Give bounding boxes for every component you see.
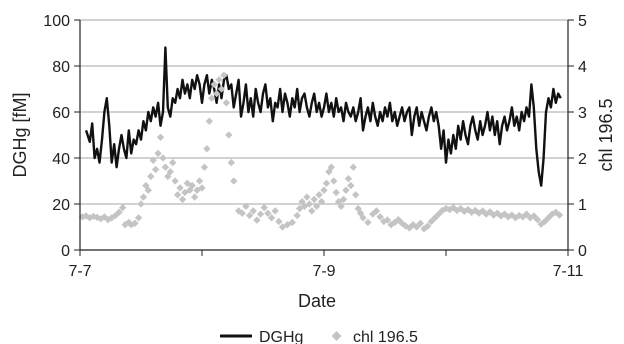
y-left-tick-label: 60 (52, 105, 70, 122)
chl-point (191, 193, 199, 201)
y-right-tick-label: 3 (578, 105, 587, 122)
chl-point (330, 177, 338, 185)
chl-point (210, 80, 218, 89)
chl-point (322, 179, 331, 187)
chl-point (313, 202, 321, 210)
chl-point (303, 193, 311, 201)
chl-point (176, 184, 184, 192)
chl-point (225, 131, 233, 139)
chl-point (275, 217, 283, 226)
chl-point (383, 216, 392, 224)
chl-point (119, 204, 127, 212)
chl-point (253, 216, 261, 224)
chl-point (147, 172, 155, 181)
chl-point (188, 181, 196, 190)
chl-point (217, 85, 226, 93)
chl-point (139, 193, 148, 201)
chl-point (349, 163, 357, 171)
chl-point (310, 195, 318, 204)
chl-point (376, 213, 384, 221)
series-dghg (84, 46, 562, 187)
chl-point (208, 94, 216, 102)
chl-point (320, 186, 328, 194)
chl-point (220, 71, 228, 79)
chl-point (352, 191, 360, 199)
chl-point (173, 191, 182, 199)
y-left-ticks: 0 20 40 60 80 100 (43, 13, 80, 260)
chl-point (156, 133, 165, 141)
chl-point (171, 177, 179, 185)
series-chl (78, 71, 564, 233)
chl-point (344, 175, 353, 183)
chl-point (212, 89, 221, 98)
y-left-axis-title: DGHg [fM] (10, 92, 30, 177)
y-right-tick-label: 4 (578, 59, 587, 76)
chl-point (203, 145, 211, 153)
legend-label-chl: chl 196.5 (353, 329, 418, 344)
chl-point (134, 214, 143, 222)
chl-point (215, 76, 223, 84)
chl-point (256, 210, 265, 218)
chl-point (205, 117, 213, 125)
chl-point (115, 208, 123, 216)
dghg-line (84, 46, 562, 187)
y-right-axis-title: chl 196.5 (596, 98, 616, 171)
chl-point (342, 186, 350, 194)
legend-label-dghg: DGHg (259, 329, 303, 344)
y-right-tick-label: 5 (578, 13, 587, 30)
chl-point (260, 204, 268, 212)
chl-point (137, 200, 145, 208)
chl-point (555, 211, 564, 219)
chl-point (230, 177, 238, 185)
chl-point (222, 99, 231, 107)
chl-point (159, 154, 167, 162)
legend-swatch-chl (331, 331, 342, 341)
chl-point (238, 209, 246, 217)
chl-point (166, 168, 174, 176)
y-right-tick-label: 1 (578, 197, 587, 214)
x-axis-title: Date (298, 291, 336, 311)
x-tick-label: 7-11 (553, 263, 584, 280)
chl-point (267, 214, 276, 222)
chl-point (364, 218, 372, 227)
legend: DGHg chl 196.5 (220, 329, 418, 344)
chl-point (154, 149, 162, 158)
y-left-tick-label: 40 (52, 151, 70, 168)
chl-point (332, 188, 340, 197)
chl-point (178, 195, 187, 204)
chl-point (315, 191, 323, 199)
chl-point (169, 158, 177, 167)
chl-point (359, 214, 367, 222)
x-tick-label: 7-7 (68, 263, 91, 280)
chl-point (271, 207, 279, 215)
y-right-tick-label: 0 (578, 243, 587, 260)
chl-point (151, 165, 160, 174)
y-left-tick-label: 0 (61, 243, 70, 260)
y-left-tick-label: 80 (52, 59, 70, 76)
chl-point (195, 177, 204, 185)
chl-point (293, 211, 301, 220)
chl-point (347, 181, 355, 190)
y-right-ticks: 0 1 2 3 4 5 (568, 13, 587, 260)
chl-point (227, 158, 235, 167)
chl-point (200, 163, 209, 171)
chl-point (308, 207, 316, 215)
chl-point (245, 211, 254, 220)
y-left-tick-label: 20 (52, 197, 70, 214)
chl-point (161, 163, 170, 171)
x-tick-label: 7-9 (312, 263, 335, 280)
y-left-tick-label: 100 (43, 13, 70, 30)
chl-point (416, 219, 425, 227)
chl-point (533, 215, 542, 224)
x-ticks: 7-7 7-9 7-11 (68, 250, 584, 280)
y-right-tick-label: 2 (578, 151, 587, 168)
chl-point (424, 222, 432, 230)
